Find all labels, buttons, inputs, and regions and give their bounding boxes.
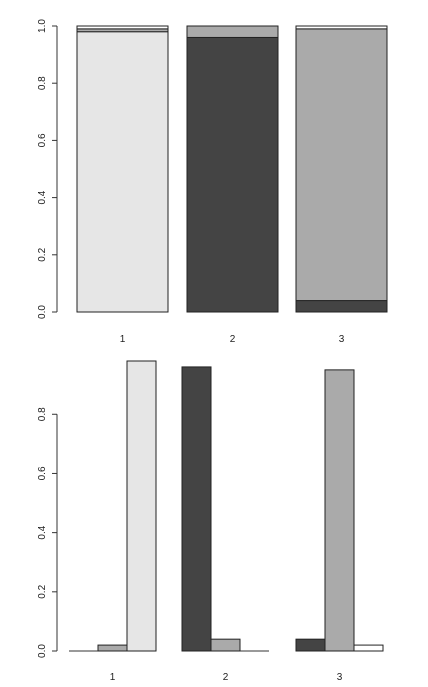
x-tick-label: 3 (337, 672, 343, 683)
x-tick-label: 1 (120, 334, 126, 345)
y-tick-label: 0.4 (37, 190, 48, 204)
bar-segment-1-4 (76, 25, 169, 30)
y-tick-label: 0.6 (37, 466, 48, 480)
y-tick-label: 0.8 (37, 407, 48, 421)
x-tick-label: 2 (230, 334, 236, 345)
bar-segment-2-2 (186, 36, 279, 313)
y-tick-label: 0.4 (37, 525, 48, 539)
y-tick-label: 0.0 (37, 644, 48, 658)
bar-3-3 (353, 644, 384, 652)
y-tick-label: 1.0 (37, 19, 48, 33)
bar-segment-3-3 (295, 28, 388, 302)
bar-segment-3-4 (295, 25, 388, 30)
bar-2-1 (181, 366, 212, 652)
bar-1-3 (126, 360, 157, 652)
x-tick-label: 2 (223, 672, 229, 683)
bar-segment-2-3 (186, 25, 279, 38)
bar-1-2 (97, 644, 128, 652)
bar-2-2 (210, 638, 241, 652)
y-tick-label: 0.8 (37, 76, 48, 90)
bar-segment-1-1 (76, 31, 169, 313)
x-tick-label: 3 (339, 334, 345, 345)
y-tick-label: 0.2 (37, 584, 48, 598)
y-tick-label: 0.0 (37, 305, 48, 319)
x-tick-label: 1 (110, 672, 116, 683)
y-tick-label: 0.2 (37, 247, 48, 261)
bar-3-1 (295, 638, 326, 652)
bar-3-2 (324, 369, 355, 652)
bar-segment-3-2 (295, 300, 388, 313)
y-tick-label: 0.6 (37, 133, 48, 147)
stacked-bar-chart: 0.0 0.2 0.4 0.6 0.8 1.0 1 2 3 (37, 19, 388, 345)
grouped-bar-chart: 0.0 0.2 0.4 0.6 0.8 1 2 3 (37, 360, 384, 683)
